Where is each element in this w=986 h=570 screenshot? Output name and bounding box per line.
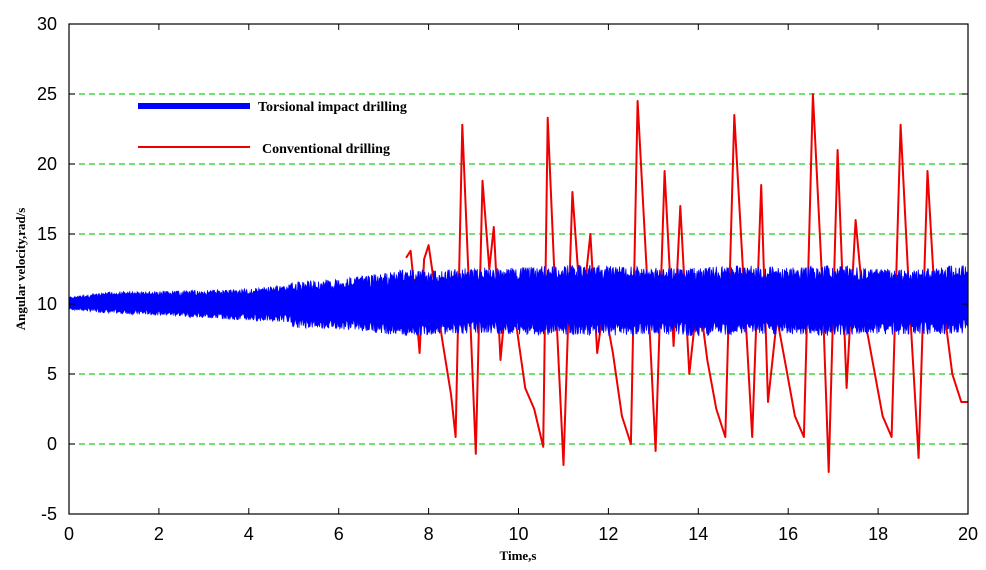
y-tick-label: 10: [37, 294, 57, 314]
legend-label-torsional: Torsional impact drilling: [258, 100, 407, 115]
legend-label-conventional: Conventional drilling: [262, 142, 390, 157]
y-tick-label: 0: [47, 434, 57, 454]
x-tick-label: 16: [778, 524, 798, 544]
x-tick-label: 4: [244, 524, 254, 544]
legend: Torsional impact drilling Conventional d…: [138, 100, 407, 157]
x-tick-label: 14: [688, 524, 708, 544]
x-tick-label: 18: [868, 524, 888, 544]
x-tick-label: 0: [64, 524, 74, 544]
x-tick-label: 2: [154, 524, 164, 544]
y-tick-label: 15: [37, 224, 57, 244]
y-tick-label: 25: [37, 84, 57, 104]
y-tick-label: -5: [41, 504, 57, 524]
plot-frame: [68, 23, 969, 515]
y-tick-label: 20: [37, 154, 57, 174]
x-tick-label: 20: [958, 524, 978, 544]
x-tick-label: 12: [598, 524, 618, 544]
x-axis-title: Time,s: [500, 548, 537, 563]
x-tick-label: 6: [334, 524, 344, 544]
y-tick-label: 30: [37, 14, 57, 34]
series-band-torsional: [69, 264, 968, 337]
y-tick-label: 5: [47, 364, 57, 384]
x-tick-label: 8: [424, 524, 434, 544]
axis-ticks: 0 2 4 6 8 10 12 14 16 18 20 -5 0 5 10 15 20 25 30: [37, 14, 978, 544]
y-axis-title: Angular velocity,rad/s: [13, 208, 28, 331]
plot-area: [69, 93, 968, 473]
x-tick-label: 10: [508, 524, 528, 544]
